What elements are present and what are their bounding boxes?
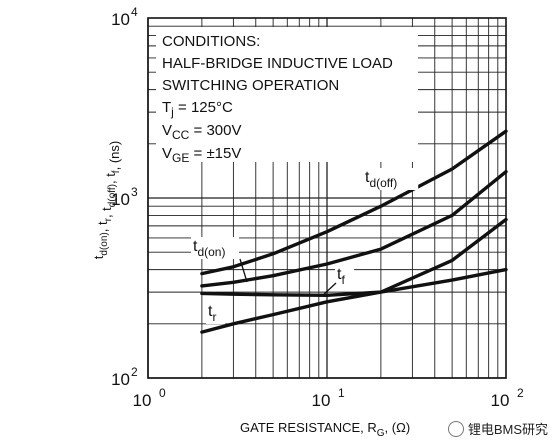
- y-tick-exponent: 2: [131, 365, 138, 379]
- conditions-box: CONDITIONS: HALF-BRIDGE INDUCTIVE LOAD SWI…: [156, 27, 418, 165]
- wechat-icon: [447, 420, 464, 437]
- y-tick-exponent: 4: [131, 5, 138, 19]
- tick-labels: 10 0 10 1 10 210 210 310 4: [111, 5, 524, 410]
- series-label-f: tf: [337, 266, 345, 287]
- series-label-r: tr: [208, 303, 216, 324]
- watermark-text: 锂电BMS研究: [467, 422, 548, 437]
- y-axis-label: td(on), tr, td(off), tf, (ns): [91, 141, 122, 259]
- series-label-bg: [335, 265, 355, 287]
- conditions-background: [156, 27, 418, 162]
- condition-line: CONDITIONS:: [162, 33, 260, 50]
- series-label-leader: [239, 258, 248, 283]
- x-tick-exponent: 0: [159, 386, 166, 400]
- series-label-bg: [191, 237, 239, 259]
- series-label-d(off): td(off): [365, 169, 397, 190]
- y-tick-label: 10: [111, 10, 130, 29]
- series-line-d(off): [200, 129, 508, 276]
- series-line-r: [200, 267, 508, 334]
- y-tick-exponent: 3: [131, 185, 138, 199]
- series-labels: td(off) td(on) tf tr: [191, 168, 419, 324]
- y-tick-label: 10: [111, 190, 130, 209]
- x-tick-label: 10: [491, 391, 510, 410]
- x-tick-label: 10: [133, 391, 152, 410]
- condition-param: Tj = 125°C: [162, 99, 233, 119]
- x-tick-label: 10: [312, 391, 331, 410]
- series-label-bg: [206, 302, 226, 324]
- series-label-leader: [321, 282, 337, 297]
- condition-line: SWITCHING OPERATION: [162, 77, 339, 94]
- y-tick-label: 10: [111, 370, 130, 389]
- x-tick-exponent: 1: [338, 386, 345, 400]
- condition-param: VGE = ±15V: [162, 145, 241, 165]
- condition-line: HALF-BRIDGE INDUCTIVE LOAD: [162, 55, 393, 72]
- x-tick-exponent: 2: [517, 386, 524, 400]
- series-label-d(on): td(on): [193, 238, 225, 259]
- series-line-f: [200, 217, 508, 297]
- plot-frame: [147, 17, 507, 379]
- watermark: 锂电BMS研究: [447, 419, 548, 438]
- x-axis-label: GATE RESISTANCE, RG, (Ω): [240, 420, 410, 439]
- condition-param: VCC = 300V: [162, 122, 242, 142]
- series-line-d(on): [200, 169, 508, 288]
- curves: [200, 129, 508, 334]
- series-label-bg: [363, 168, 419, 190]
